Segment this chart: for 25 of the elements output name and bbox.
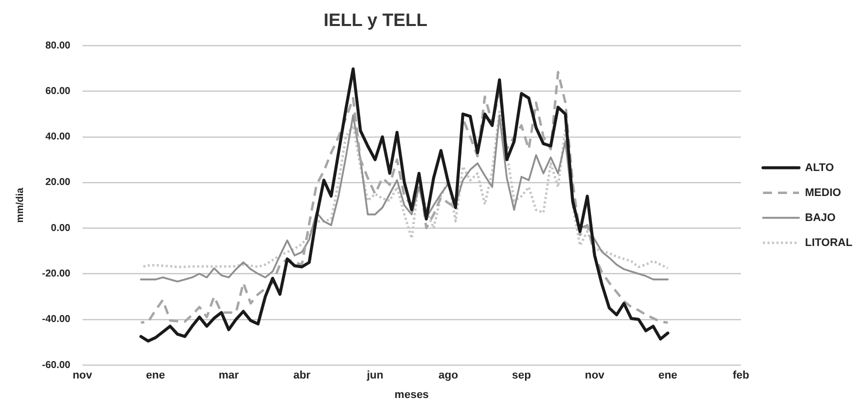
y-tick-label: 60.00 [45,86,71,97]
x-tick-label: sep [512,370,532,382]
chart-title: IELL y TELL [324,10,428,30]
legend-label: LITORAL [805,236,853,249]
x-tick-label: ago [438,370,458,382]
y-tick-label: 0.00 [50,222,71,234]
y-tick-label: -40.00 [42,314,71,326]
y-tick-label: 40.00 [45,132,71,143]
x-tick-label: jun [366,370,384,382]
x-tick-label: ene [658,370,678,382]
x-tick-label: mar [218,370,240,382]
y-tick-label: -60.00 [42,360,71,371]
legend-label: MEDIO [805,186,842,199]
y-tick-label: 20.00 [45,177,71,188]
y-tick-label: 80.00 [45,40,71,52]
x-tick-label: nov [584,370,606,382]
legend-label: ALTO [805,162,834,174]
x-axis-title: meses [394,389,429,402]
y-axis-title: mm/dia [14,187,26,223]
x-tick-label: ene [146,370,166,382]
x-tick-label: abr [293,370,312,382]
y-tick-label: -20.00 [42,268,71,280]
x-tick-label: feb [732,370,750,382]
legend-label: BAJO [805,212,836,224]
x-tick-label: nov [72,370,94,382]
